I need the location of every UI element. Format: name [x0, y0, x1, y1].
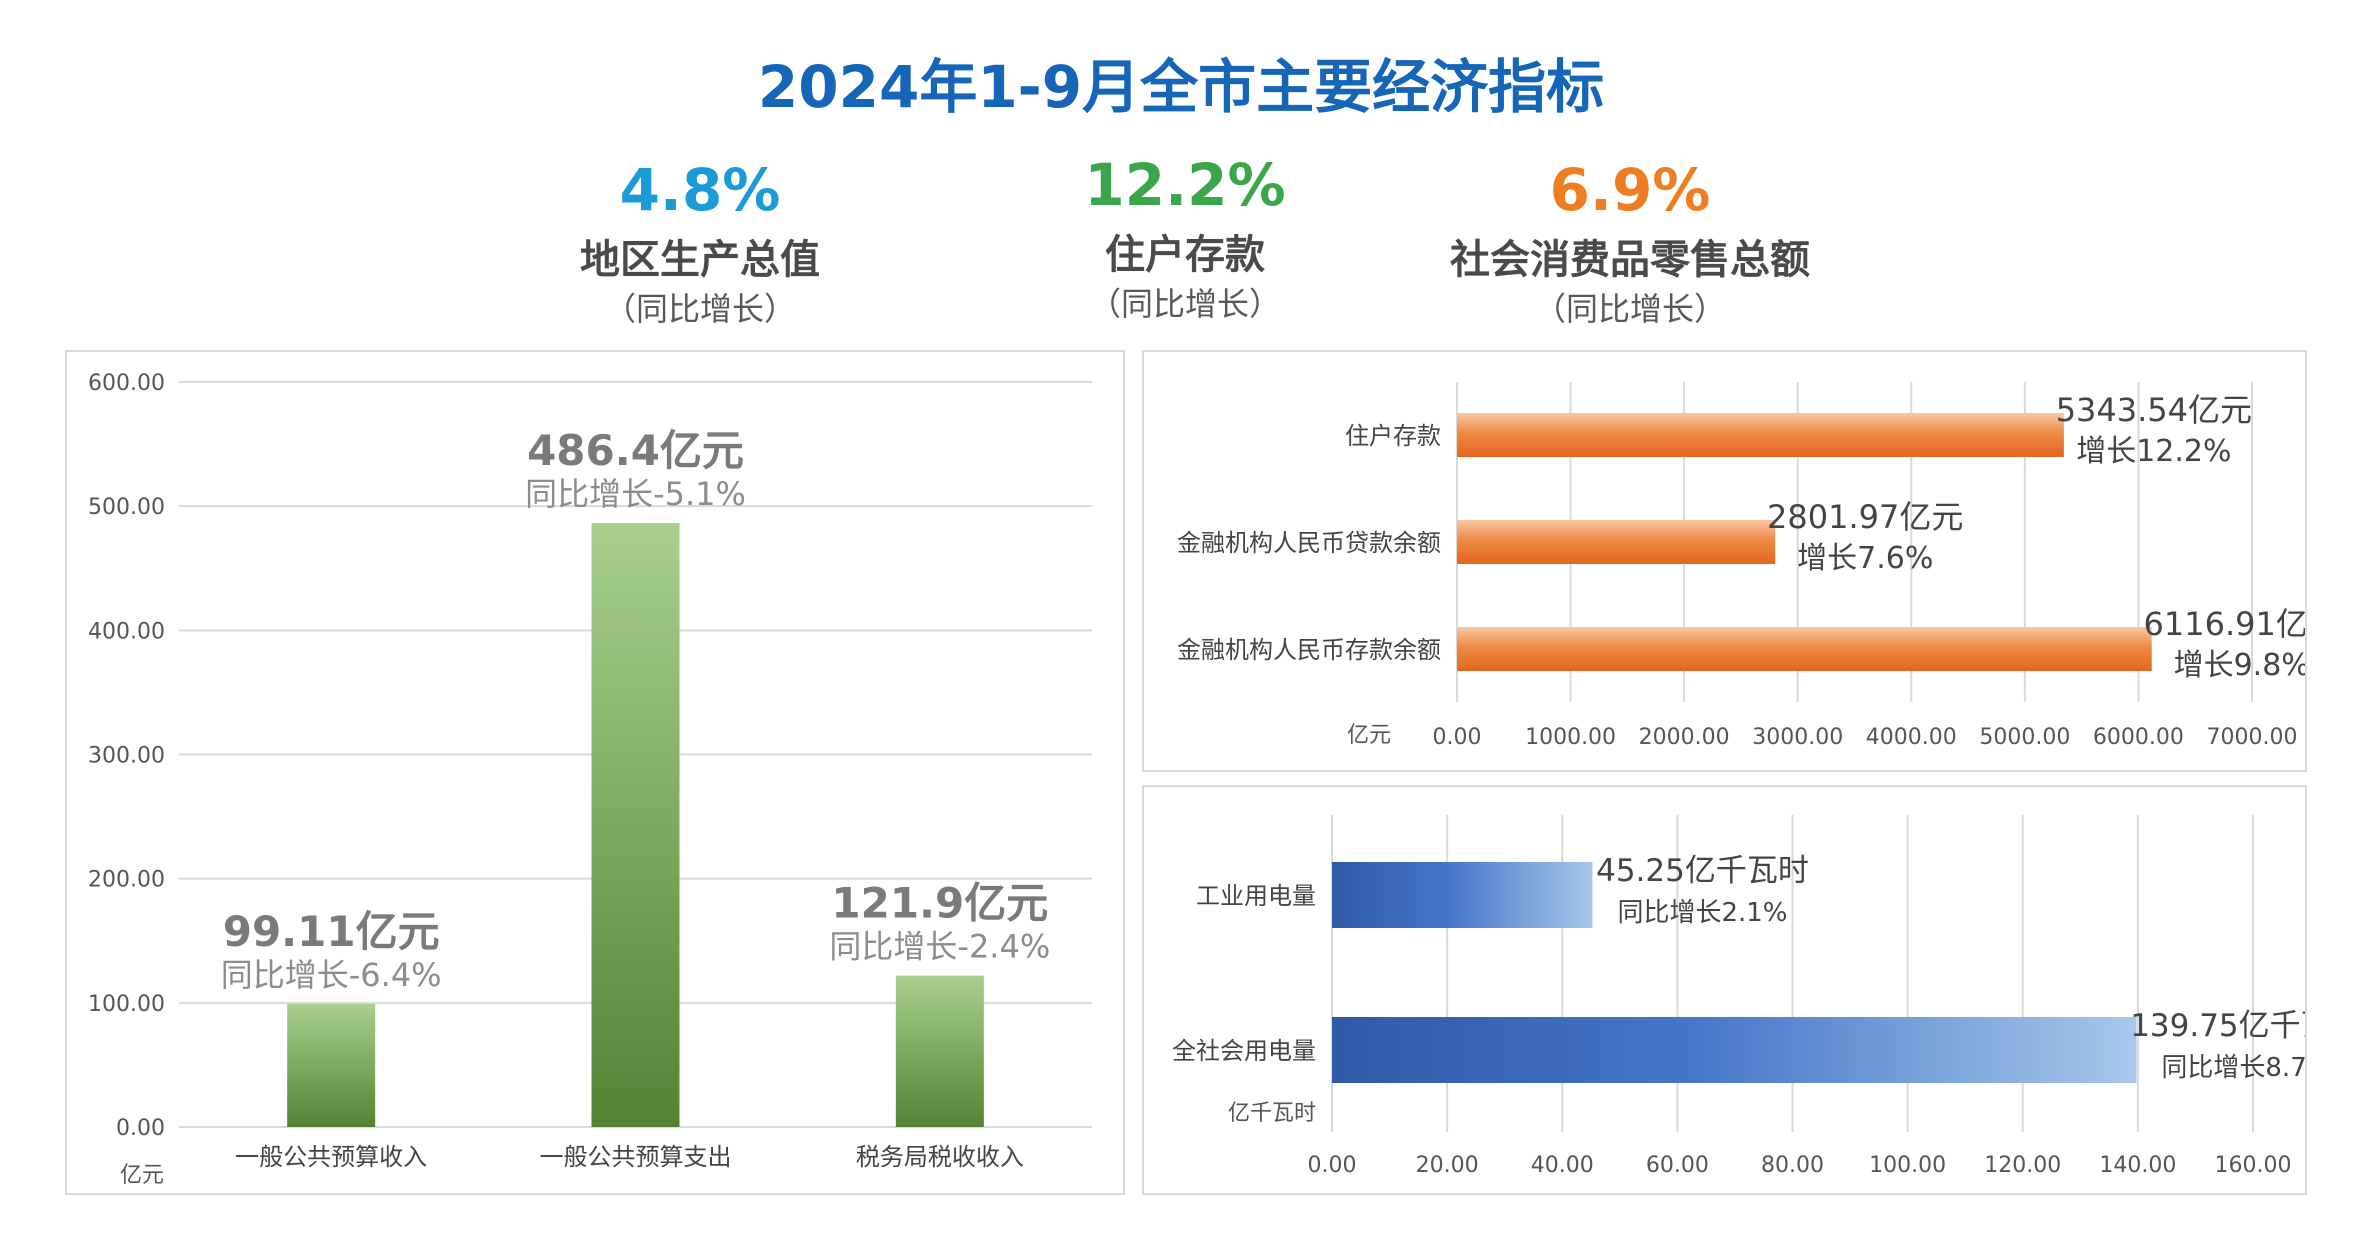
budget-y-tick-label: 600.00 — [88, 371, 165, 396]
deposit-chart-unit: 亿元 — [1347, 723, 1391, 748]
electricity-category-label: 全社会用电量 — [1172, 1037, 1316, 1065]
budget-growth-label: 同比增长-2.4% — [829, 928, 1050, 966]
electricity-x-tick-label: 20.00 — [1416, 1153, 1479, 1178]
budget-bar — [287, 1003, 376, 1127]
electricity-x-tick-label: 120.00 — [1984, 1153, 2061, 1178]
electricity-x-tick-label: 60.00 — [1646, 1153, 1709, 1178]
page-title: 2024年1-9月全市主要经济指标 — [757, 53, 1605, 121]
budget-growth-label: 同比增长-6.4% — [221, 956, 442, 994]
budget-category-label: 一般公共预算收入 — [235, 1143, 427, 1171]
electricity-chart-panel: 0.00 20.00 40.00 60.00 80.00 100.00 120.00 140.… — [1142, 785, 2362, 1195]
kpi-gdp-value: 4.8% — [619, 156, 781, 224]
budget-chart: 0.00 100.00 200.00 300.00 400.00 500.00 600.00… — [88, 371, 1092, 1188]
electricity-chart-unit: 亿千瓦时 — [1228, 1101, 1316, 1126]
electricity-x-tick-label: 100.00 — [1869, 1153, 1946, 1178]
electricity-bar — [1332, 862, 1593, 928]
budget-value-label: 99.11亿元 — [223, 907, 440, 956]
budget-y-tick-label: 200.00 — [88, 868, 165, 893]
deposit-value-label: 5343.54亿元 — [2056, 391, 2252, 429]
deposit-x-tick-label: 7000.00 — [2207, 725, 2298, 750]
budget-bar — [591, 523, 680, 1127]
deposit-x-tick-label: 1000.00 — [1525, 725, 1616, 750]
deposit-category-label: 住户存款 — [1345, 422, 1441, 450]
budget-chart-unit: 亿元 — [120, 1163, 164, 1188]
kpi-retail-sales-value: 6.9% — [1549, 156, 1711, 224]
electricity-growth-label: 同比增长2.1% — [1617, 898, 1787, 928]
kpi-retail-sales: 6.9% 社会消费品零售总额 （同比增长） — [1380, 155, 1880, 329]
deposit-bar — [1457, 520, 1776, 564]
deposit-chart-panel: 0.00 1000.00 2000.00 3000.00 4000.00 5000.00 6… — [1142, 350, 2340, 772]
kpi-retail-sales-sub: （同比增长） — [1533, 290, 1726, 328]
deposit-x-tick-label: 3000.00 — [1752, 725, 1843, 750]
electricity-x-tick-label: 40.00 — [1531, 1153, 1594, 1178]
budget-y-tick-label: 100.00 — [88, 992, 165, 1017]
budget-y-tick-label: 300.00 — [88, 744, 165, 769]
kpi-household-deposit: 12.2% 住户存款 （同比增长） — [1035, 150, 1335, 324]
deposit-value-label: 2801.97亿元 — [1767, 498, 1963, 536]
deposit-x-tick-label: 2000.00 — [1639, 725, 1730, 750]
budget-y-tick-label: 0.00 — [116, 1116, 165, 1141]
kpi-household-deposit-value: 12.2% — [1084, 151, 1286, 219]
budget-growth-label: 同比增长-5.1% — [525, 475, 746, 513]
kpi-retail-sales-label: 社会消费品零售总额 — [1450, 237, 1810, 283]
electricity-growth-label: 同比增长8.7% — [2161, 1053, 2305, 1083]
budget-y-tick-label: 500.00 — [88, 495, 165, 520]
deposit-growth-label: 增长7.6% — [1797, 541, 1933, 576]
kpi-household-deposit-sub: （同比增长） — [1088, 285, 1281, 323]
deposit-x-tick-label: 6000.00 — [2093, 725, 2184, 750]
electricity-value-label: 45.25亿千瓦时 — [1596, 853, 1809, 889]
deposit-x-tick-label: 4000.00 — [1866, 725, 1957, 750]
deposit-bar — [1457, 413, 2064, 457]
budget-y-tick-label: 400.00 — [88, 619, 165, 644]
electricity-x-tick-label: 140.00 — [2099, 1153, 2176, 1178]
budget-chart-panel: 0.00 100.00 200.00 300.00 400.00 500.00 600.00… — [65, 350, 1125, 1195]
deposit-x-tick-label: 0.00 — [1433, 725, 1482, 750]
electricity-value-label: 139.75亿千瓦时 — [2130, 1008, 2305, 1044]
deposit-growth-label: 增长9.8% — [2174, 648, 2305, 683]
budget-value-label: 486.4亿元 — [527, 426, 744, 475]
kpi-gdp-label: 地区生产总值 — [580, 237, 820, 283]
kpi-gdp: 4.8% 地区生产总值 （同比增长） — [550, 155, 850, 329]
electricity-x-tick-label: 160.00 — [2215, 1153, 2292, 1178]
electricity-x-tick-label: 0.00 — [1308, 1153, 1357, 1178]
deposit-category-label: 金融机构人民币贷款余额 — [1177, 529, 1441, 557]
deposit-x-tick-label: 5000.00 — [1979, 725, 2070, 750]
deposit-value-label: 6116.91亿元 — [2144, 605, 2305, 643]
deposit-category-label: 金融机构人民币存款余额 — [1177, 636, 1441, 664]
budget-category-label: 一般公共预算支出 — [540, 1143, 732, 1171]
electricity-bar — [1332, 1017, 2137, 1083]
budget-value-label: 121.9亿元 — [831, 879, 1048, 928]
deposit-growth-label: 增长12.2% — [2076, 434, 2231, 469]
kpi-gdp-sub: （同比增长） — [603, 290, 796, 328]
electricity-chart: 0.00 20.00 40.00 60.00 80.00 100.00 120.00 140.… — [1172, 815, 2362, 1178]
deposit-bar — [1457, 627, 2152, 671]
electricity-x-tick-label: 80.00 — [1761, 1153, 1824, 1178]
deposit-chart: 0.00 1000.00 2000.00 3000.00 4000.00 5000.00 6… — [1177, 382, 2340, 750]
budget-bar — [895, 975, 984, 1127]
electricity-category-label: 工业用电量 — [1196, 882, 1316, 910]
kpi-household-deposit-label: 住户存款 — [1105, 232, 1265, 278]
budget-category-label: 税务局税收收入 — [856, 1143, 1024, 1171]
